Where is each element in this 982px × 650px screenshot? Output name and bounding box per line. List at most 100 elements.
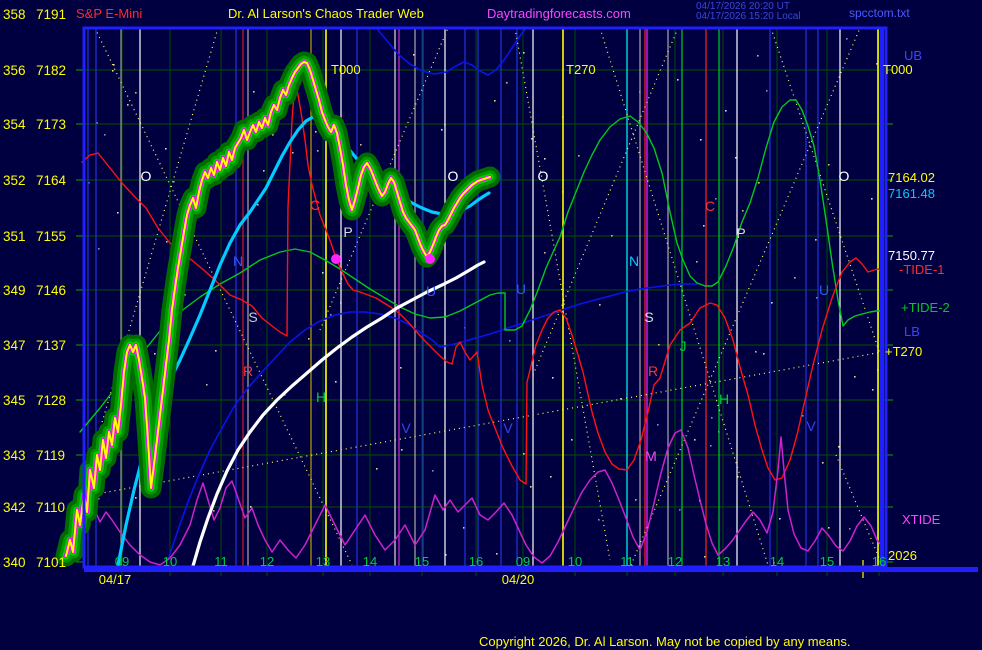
hour-label: 14 (363, 554, 377, 569)
planet-letter-N: N (233, 253, 243, 269)
hour-label: 11 (620, 554, 634, 569)
star-dot (704, 556, 706, 558)
price-label-emini: 7173 (36, 117, 66, 132)
price-label-cash: 345 (3, 393, 26, 408)
star-dot (523, 453, 525, 455)
planet-letter-J: J (680, 338, 687, 354)
price-label-emini: 7119 (36, 448, 65, 463)
star-dot (611, 235, 613, 237)
planet-letter-R: R (648, 363, 658, 379)
planet-letter-R: R (243, 363, 253, 379)
planet-letter-U: U (516, 281, 526, 297)
star-dot (292, 152, 294, 154)
star-dot (677, 79, 679, 81)
tide-turn-dot (425, 254, 435, 264)
star-dot (816, 297, 818, 299)
planet-letter-V: V (503, 420, 513, 436)
star-dot (550, 476, 552, 478)
astro-dotted-line (770, 27, 883, 361)
price-label-emini: 7128 (36, 393, 66, 408)
vertical-lines-layer (87, 28, 879, 578)
star-dot (112, 70, 114, 72)
time-marker-label: T000 (331, 62, 361, 77)
star-dot (715, 198, 717, 200)
planet-letter-O: O (141, 168, 152, 184)
price-label-emini: 7182 (36, 63, 66, 78)
star-dot (165, 148, 167, 150)
price-label-cash: 352 (3, 173, 26, 188)
star-dot (523, 52, 525, 54)
price-label-emini: 7155 (36, 229, 66, 244)
astro-dotted-line (79, 351, 883, 498)
star-dot (552, 377, 554, 379)
star-dot (401, 449, 403, 451)
star-dot (771, 302, 773, 304)
star-dot (846, 38, 848, 40)
right-label-715077: 7150.77 (888, 248, 935, 263)
star-dot (215, 350, 217, 352)
star-dot (758, 182, 760, 184)
star-dot (725, 110, 727, 112)
price-label-emini: 7164 (36, 173, 67, 188)
star-dot (166, 241, 168, 243)
right-label-t000: T000 (883, 62, 913, 77)
star-dot (578, 155, 580, 157)
year-label: 2026 (888, 548, 917, 563)
star-dot (445, 554, 447, 556)
star-dot (735, 157, 737, 159)
planet-letter-U: U (426, 283, 436, 299)
price-label-cash: 340 (3, 555, 26, 570)
star-dot (173, 181, 175, 183)
date-label: 04/17 (99, 572, 132, 587)
star-dot (544, 252, 546, 254)
star-dot (253, 91, 255, 93)
plot-frame-layer (82, 26, 978, 572)
astro-dotted-line (87, 27, 219, 471)
right-label-tide1: -TIDE-1 (899, 262, 945, 277)
star-dot (496, 553, 498, 555)
star-dot (206, 384, 208, 386)
star-dot (506, 82, 508, 84)
star-dot (322, 272, 324, 274)
star-dot (838, 446, 840, 448)
right-label-716402: 7164.02 (888, 170, 935, 185)
star-dot (755, 351, 757, 353)
page-title: Dr. Al Larson's Chaos Trader Web (228, 6, 424, 21)
star-dot (703, 225, 705, 227)
star-dot (413, 54, 415, 56)
star-dot (184, 294, 186, 296)
planet-letter-P: P (736, 225, 745, 241)
star-dot (96, 122, 98, 124)
site-link[interactable]: Daytradingforecasts.com (487, 6, 631, 21)
hour-label: 12 (668, 554, 682, 569)
star-dot (694, 439, 696, 441)
planet-letter-N: N (629, 253, 639, 269)
planet-letter-S: S (644, 309, 653, 325)
star-dot (620, 398, 622, 400)
star-dot (135, 497, 137, 499)
star-dot (272, 134, 274, 136)
star-dot (700, 139, 702, 141)
planet-letter-M: M (645, 448, 657, 464)
data-filename: spcctom.txt (849, 6, 910, 20)
hour-label: 11 (214, 554, 228, 569)
star-dot (679, 509, 681, 511)
star-dot (635, 499, 637, 501)
price-label-emini: 7110 (36, 500, 65, 515)
star-dot (154, 353, 156, 355)
hour-label: 14 (770, 554, 784, 569)
price-label-cash: 349 (3, 283, 26, 298)
star-dot (315, 131, 317, 133)
astro-dotted-lines-layer (79, 27, 883, 566)
planet-letter-H: H (316, 389, 326, 405)
price-label-cash: 342 (3, 500, 26, 515)
series-ma_white (191, 260, 486, 568)
star-dot (98, 498, 100, 500)
series-tide1_red (81, 79, 883, 485)
right-label-t270: +T270 (885, 344, 922, 359)
hour-label: 10 (163, 554, 177, 569)
right-label-lb: LB (904, 324, 920, 339)
series-ma_cyan (116, 115, 491, 567)
